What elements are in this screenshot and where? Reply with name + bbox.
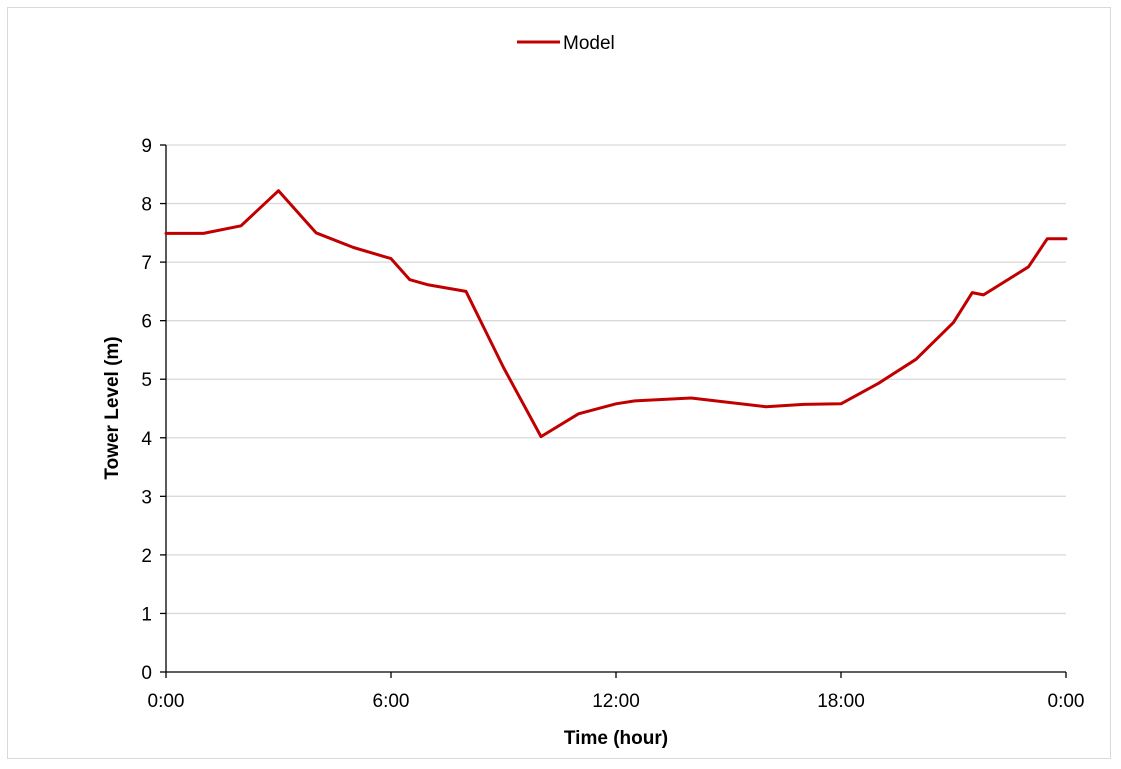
- x-axis-title: Time (hour): [564, 728, 668, 749]
- x-tick-label-3: 18:00: [817, 691, 865, 712]
- x-tick-label-2: 12:00: [592, 691, 640, 712]
- y-tick-label-6: 6: [141, 312, 152, 333]
- y-tick-label-2: 2: [141, 546, 152, 567]
- y-tick-label-1: 1: [141, 604, 152, 625]
- series-line-model: [164, 189, 1068, 439]
- chart-area: [7, 7, 1111, 759]
- x-tick-label-0: 0:00: [148, 691, 185, 712]
- y-tick-label-8: 8: [141, 195, 152, 216]
- y-tick-label-0: 0: [141, 663, 152, 684]
- y-tick-label-5: 5: [141, 370, 152, 391]
- y-tick-label-3: 3: [141, 487, 152, 508]
- legend-label-model: Model: [563, 33, 615, 54]
- y-axis-title: Tower Level (m): [102, 336, 123, 479]
- legend: Model: [517, 33, 615, 54]
- tick-labels: 0 1 2 3 4 5 6 7 8 9 0:00 6:00 12:00 18:00 0:00: [141, 136, 1084, 712]
- y-tick-label-9: 9: [141, 136, 152, 157]
- gridlines: [166, 144, 1066, 615]
- x-tick-label-4: 0:00: [1048, 691, 1085, 712]
- axes: [160, 144, 1067, 678]
- series-layer: [164, 189, 1068, 439]
- x-tick-label-1: 6:00: [373, 691, 410, 712]
- y-tick-label-4: 4: [141, 429, 152, 450]
- y-tick-label-7: 7: [141, 253, 152, 274]
